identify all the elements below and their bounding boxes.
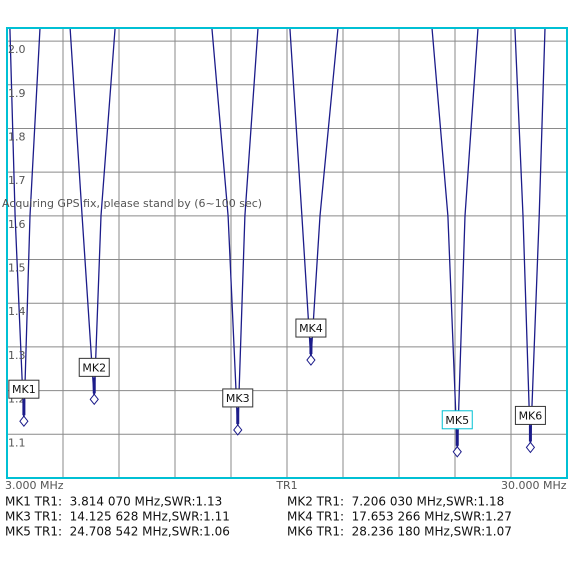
- marker-label: MK5: [445, 414, 469, 427]
- plot-frame: [6, 27, 568, 479]
- x-tick-label: 30.000 MHz: [501, 479, 567, 492]
- marker-readout: MK5 TR1: 24.708 542 MHz,SWR:1.06: [5, 525, 230, 539]
- marker-diamond: [525, 441, 536, 454]
- y-tick-label: 1.9: [8, 87, 26, 100]
- marker-readout: MK1 TR1: 3.814 070 MHz,SWR:1.13: [5, 495, 222, 509]
- marker-label: MK1: [12, 383, 36, 396]
- marker-label: MK4: [299, 322, 323, 335]
- marker-box: [78, 357, 110, 377]
- marker-diamond: [233, 424, 243, 436]
- marker-diamond: [306, 354, 316, 366]
- x-tick-label: 3.000 MHz: [5, 479, 64, 492]
- marker-readout: MK2 TR1: 7.206 030 MHz,SWR:1.18: [287, 495, 504, 509]
- marker-box: [514, 405, 546, 425]
- trace-label: TR1: [275, 479, 297, 492]
- marker-readout: MK6 TR1: 28.236 180 MHz,SWR:1.07: [287, 525, 512, 539]
- y-tick-label: 1.6: [8, 218, 26, 231]
- y-tick-label: 1.7: [8, 174, 26, 187]
- y-tick-label: 1.1: [8, 436, 26, 449]
- y-tick-label: 1.8: [8, 130, 26, 143]
- marker-label: MK3: [226, 392, 250, 405]
- marker-diamond: [19, 415, 29, 428]
- marker-readout: MK4 TR1: 17.653 266 MHz,SWR:1.27: [287, 510, 512, 524]
- marker-box: [8, 379, 40, 399]
- marker-label: MK6: [519, 409, 543, 422]
- marker-box: [295, 318, 327, 338]
- y-tick-label: 2.0: [8, 43, 26, 56]
- marker-readout: MK3 TR1: 14.125 628 MHz,SWR:1.11: [5, 510, 230, 524]
- y-tick-label: 1.4: [8, 305, 26, 318]
- y-tick-label: 1.3: [8, 349, 26, 362]
- marker-diamond: [452, 445, 462, 458]
- y-tick-label: 1.5: [8, 262, 26, 275]
- marker-box: [441, 410, 473, 430]
- marker-label: MK2: [82, 361, 106, 374]
- marker-box: [222, 388, 254, 408]
- marker-diamond: [89, 393, 99, 406]
- annotation: Acquiring GPS fix, please stand by (6~10…: [2, 197, 262, 210]
